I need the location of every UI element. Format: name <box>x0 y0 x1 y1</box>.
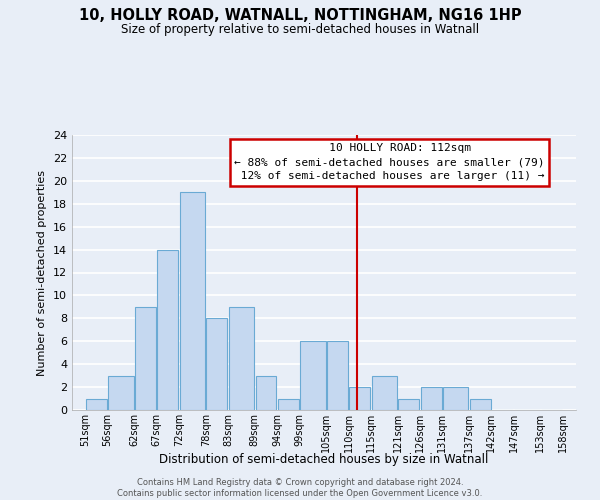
Bar <box>421 387 442 410</box>
Bar <box>470 398 491 410</box>
Bar <box>86 398 107 410</box>
Y-axis label: Number of semi-detached properties: Number of semi-detached properties <box>37 170 47 376</box>
Bar <box>157 250 178 410</box>
Text: 10, HOLLY ROAD, WATNALL, NOTTINGHAM, NG16 1HP: 10, HOLLY ROAD, WATNALL, NOTTINGHAM, NG1… <box>79 8 521 22</box>
Bar <box>135 307 156 410</box>
Bar <box>229 307 254 410</box>
Bar <box>443 387 468 410</box>
Bar <box>300 341 326 410</box>
Bar <box>109 376 134 410</box>
Text: Contains HM Land Registry data © Crown copyright and database right 2024.
Contai: Contains HM Land Registry data © Crown c… <box>118 478 482 498</box>
Bar <box>349 387 370 410</box>
Bar <box>206 318 227 410</box>
Text: Size of property relative to semi-detached houses in Watnall: Size of property relative to semi-detach… <box>121 22 479 36</box>
Bar <box>180 192 205 410</box>
Text: 10 HOLLY ROAD: 112sqm
← 88% of semi-detached houses are smaller (79)
 12% of sem: 10 HOLLY ROAD: 112sqm ← 88% of semi-deta… <box>234 143 545 181</box>
Bar <box>371 376 397 410</box>
Text: Distribution of semi-detached houses by size in Watnall: Distribution of semi-detached houses by … <box>160 452 488 466</box>
Bar <box>327 341 348 410</box>
Bar <box>256 376 277 410</box>
Bar <box>398 398 419 410</box>
Bar <box>278 398 299 410</box>
